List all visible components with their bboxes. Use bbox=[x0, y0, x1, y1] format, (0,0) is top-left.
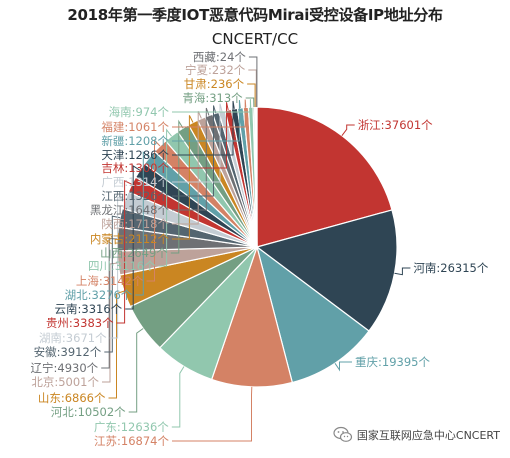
slice-label-新疆: 新疆:1208个 bbox=[101, 134, 169, 148]
pie-slice-河南 bbox=[255, 209, 398, 332]
leader-line-天津 bbox=[172, 100, 235, 156]
leader-line-甘肃 bbox=[247, 83, 256, 108]
watermark: 国家互联网应急中心CNCERT bbox=[333, 426, 500, 444]
slice-label-西藏: 西藏:24个 bbox=[193, 50, 247, 64]
slice-label-黑龙江: 黑龙江:1648个 bbox=[90, 203, 170, 217]
slice-label-广东: 广东:12636个 bbox=[94, 420, 169, 434]
chart-title: 2018年第一季度IOT恶意代码Mirai受控设备IP地址分布 bbox=[67, 6, 443, 24]
leader-line-内蒙古 bbox=[172, 115, 194, 240]
leader-line-山西 bbox=[170, 119, 184, 254]
slice-label-福建: 福建:1061个 bbox=[101, 120, 169, 134]
slice-label-河南: 河南:26315个 bbox=[413, 261, 488, 275]
slice-label-甘肃: 甘肃:236个 bbox=[184, 77, 245, 91]
slice-label-广西: 广西:1314个 bbox=[101, 175, 169, 189]
slice-label-湖北: 湖北:3276个 bbox=[65, 288, 133, 302]
slice-label-北京: 北京:5001个 bbox=[31, 375, 99, 389]
pie-slice-浙江 bbox=[256, 106, 393, 248]
slice-label-陕西: 陕西:1718个 bbox=[101, 217, 169, 231]
leader-line-四川 bbox=[158, 128, 172, 267]
slice-label-重庆: 重庆:19395个 bbox=[355, 355, 430, 369]
leader-line-江西 bbox=[172, 105, 217, 197]
slice-label-山西: 山西:2649个 bbox=[100, 246, 168, 260]
slice-label-江苏: 江苏:16874个 bbox=[94, 434, 169, 448]
leader-line-湖南 bbox=[109, 196, 126, 339]
leader-line-安徽 bbox=[104, 215, 121, 353]
chart-subtitle: CNCERT/CC bbox=[211, 30, 299, 48]
slice-label-青海: 青海:313个 bbox=[182, 91, 243, 105]
leader-line-西藏 bbox=[248, 56, 258, 107]
slice-label-天津: 天津:1286个 bbox=[101, 148, 169, 162]
slice-label-辽宁: 辽宁:4930个 bbox=[31, 361, 99, 375]
leader-line-宁夏 bbox=[248, 69, 257, 107]
leader-line-河南 bbox=[394, 267, 411, 276]
slice-label-江西: 江西:1326个 bbox=[101, 189, 169, 203]
wechat-icon bbox=[333, 426, 352, 442]
slice-label-上海: 上海:3142个 bbox=[76, 274, 144, 288]
slice-label-海南: 海南:974个 bbox=[109, 105, 170, 119]
slice-label-四川: 四川:3116个 bbox=[88, 259, 156, 273]
pie-slice-江苏 bbox=[210, 244, 294, 388]
leader-line-贵州 bbox=[116, 180, 133, 324]
leader-line-湖北 bbox=[135, 151, 150, 296]
slice-label-吉林: 吉林:1300个 bbox=[101, 161, 169, 175]
leader-line-福建 bbox=[172, 99, 247, 128]
leader-line-云南 bbox=[125, 164, 141, 310]
leader-line-浙江 bbox=[341, 124, 355, 136]
leader-line-吉林 bbox=[172, 102, 229, 169]
slice-label-山东: 山东:6866个 bbox=[38, 391, 106, 405]
leader-line-重庆 bbox=[334, 361, 352, 372]
pie-slice-重庆 bbox=[255, 245, 370, 384]
leader-line-上海 bbox=[146, 139, 161, 282]
leader-line-辽宁 bbox=[101, 237, 118, 369]
slice-label-内蒙古: 内蒙古:2112个 bbox=[90, 232, 170, 246]
leader-line-青海 bbox=[245, 97, 255, 108]
leader-line-新疆 bbox=[172, 100, 241, 142]
slice-label-宁夏: 宁夏:232个 bbox=[185, 63, 246, 77]
leader-line-广东 bbox=[171, 366, 185, 428]
leader-line-江苏 bbox=[172, 386, 253, 442]
leader-line-海南 bbox=[172, 99, 252, 113]
leader-line-北京 bbox=[102, 262, 118, 383]
slice-label-贵州: 贵州:3383个 bbox=[46, 316, 114, 330]
leader-line-山东 bbox=[108, 290, 125, 399]
watermark-text: 国家互联网应急中心CNCERT bbox=[356, 429, 500, 442]
slice-label-湖南: 湖南:3671个 bbox=[39, 331, 107, 345]
slice-label-河北: 河北:10502个 bbox=[51, 405, 126, 419]
leader-line-广西 bbox=[172, 103, 223, 183]
leader-line-河北 bbox=[128, 328, 144, 413]
slice-label-云南: 云南:3316个 bbox=[55, 302, 123, 316]
slice-label-浙江: 浙江:37601个 bbox=[358, 118, 433, 132]
slice-label-安徽: 安徽:3912个 bbox=[34, 345, 102, 359]
